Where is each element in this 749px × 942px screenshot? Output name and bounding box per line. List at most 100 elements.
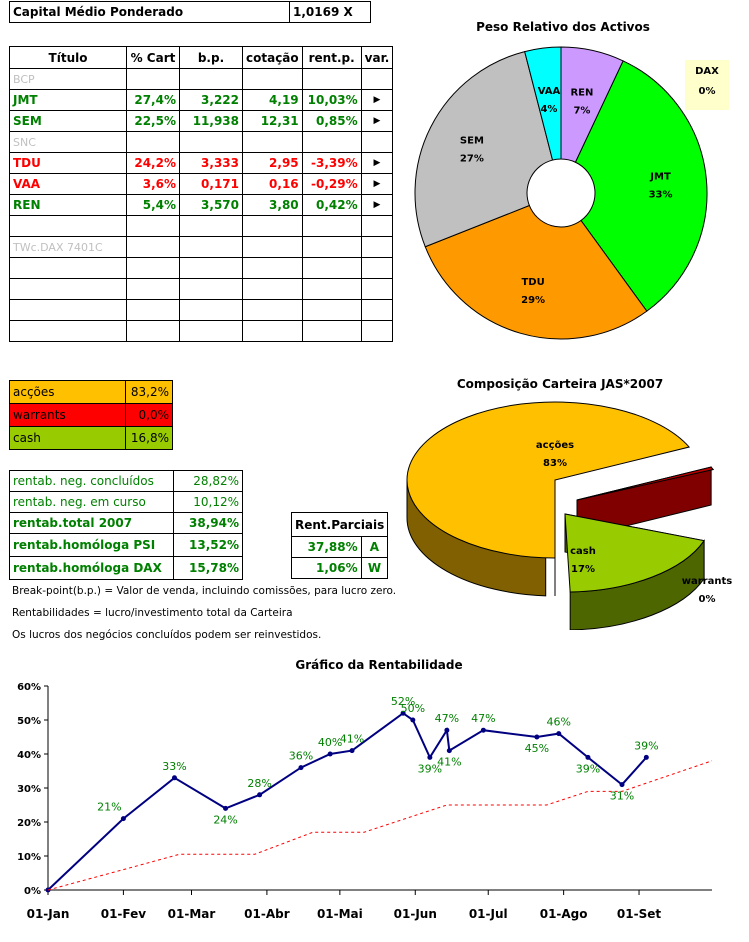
pie1-slice-label: SEM xyxy=(460,136,484,147)
portfolio-cell-titulo: BCP xyxy=(9,68,127,90)
portfolio-cell-cart xyxy=(126,257,180,279)
portfolio-cell-cart: 3,6% xyxy=(126,173,180,195)
portfolio-header-cell: b.p. xyxy=(179,46,243,69)
pie1-slice-label: REN xyxy=(570,87,593,98)
series-point-label: 47% xyxy=(435,712,459,725)
portfolio-cell-var xyxy=(360,131,394,153)
portfolio-cell-rent xyxy=(301,131,362,153)
portfolio-cell-cot xyxy=(242,278,303,300)
returns-table: rentab. neg. concluídos 28,82% rentab. neg… xyxy=(9,470,243,580)
portfolio-cell-titulo: SNC xyxy=(9,131,127,153)
portfolio-cell-titulo: TDU xyxy=(9,152,127,174)
pie1-slice-value: 33% xyxy=(649,190,673,201)
x-tick-label: 01-Ago xyxy=(540,907,588,921)
portfolio-row: SNC xyxy=(9,131,394,153)
portfolio-cell-var: ▶ xyxy=(360,89,394,111)
portfolio-cell-titulo xyxy=(9,215,127,237)
composition-label: warrants xyxy=(9,403,126,427)
returns-label: rentab. neg. concluídos xyxy=(9,470,174,492)
y-tick-label: 60% xyxy=(17,682,41,693)
portfolio-cell-cot: 2,95 xyxy=(242,152,303,174)
series-point xyxy=(446,748,452,754)
pie1-title: Peso Relativo dos Activos xyxy=(476,20,650,34)
series-point-label: 45% xyxy=(525,742,549,755)
y-tick-label: 30% xyxy=(17,784,41,795)
x-tick-label: 01-Abr xyxy=(244,907,290,921)
portfolio-cell-cart xyxy=(126,215,180,237)
capital-table: Capital Médio Ponderado 1,0169 X xyxy=(9,1,371,23)
portfolio-row xyxy=(9,299,394,321)
series-point xyxy=(643,754,649,760)
pie1-slice-value: 27% xyxy=(460,154,484,165)
portfolio-cell-rent xyxy=(301,320,362,342)
capital-label: Capital Médio Ponderado xyxy=(9,1,290,23)
series-point-label: 41% xyxy=(340,733,364,746)
portfolio-cell-bp xyxy=(179,320,243,342)
composition-value: 0,0% xyxy=(125,403,173,427)
portfolio-cell-var: ▶ xyxy=(360,110,394,132)
note-lucros: Os lucros dos negócios concluídos podem … xyxy=(12,629,322,641)
series-point-label: 36% xyxy=(289,750,313,763)
pie1-slice-label: VAA xyxy=(538,86,561,97)
composition-label: acções xyxy=(9,380,126,404)
composition-label: cash xyxy=(9,426,126,450)
series-point-label: 28% xyxy=(247,777,271,790)
partial-code: W xyxy=(360,557,389,579)
portfolio-cell-cot: 0,16 xyxy=(242,173,303,195)
series-point xyxy=(534,734,540,740)
portfolio-row: JMT 27,4% 3,222 4,19 10,03% ▶ xyxy=(9,89,394,111)
note-rentabilidades: Rentabilidades = lucro/investimento tota… xyxy=(12,607,293,619)
portfolio-cell-rent: 10,03% xyxy=(301,89,362,111)
portfolio-cell-rent: -3,39% xyxy=(301,152,362,174)
portfolio-row xyxy=(9,278,394,300)
series-point-label: 50% xyxy=(401,702,425,715)
portfolio-row: TWc.DAX 7401C xyxy=(9,236,394,258)
pie2-slice-warrants xyxy=(576,466,715,501)
portfolio-cell-cart xyxy=(126,68,180,90)
portfolio-cell-titulo: TWc.DAX 7401C xyxy=(9,236,127,258)
y-tick-label: 50% xyxy=(17,716,41,727)
pie2-slice-value: 17% xyxy=(571,564,595,575)
portfolio-cell-rent: 0,42% xyxy=(301,194,362,216)
returns-row: rentab. neg. em curso 10,12% xyxy=(9,491,243,513)
partials-header: Rent.Parciais xyxy=(290,512,389,537)
pie1-slice-tdu xyxy=(424,204,648,340)
portfolio-header-cell: Título xyxy=(9,46,127,69)
series-point xyxy=(410,717,416,723)
portfolio-cell-titulo xyxy=(9,299,127,321)
portfolio-cell-cart xyxy=(126,320,180,342)
series-point xyxy=(585,754,591,760)
portfolio-cell-var: ▶ xyxy=(360,152,394,174)
portfolio-header-cell: rent.p. xyxy=(301,46,362,69)
series-point-label: 21% xyxy=(97,801,121,814)
pie1-slice-value: 29% xyxy=(521,295,545,306)
series-point xyxy=(257,792,263,798)
composition-row: warrants 0,0% xyxy=(9,403,173,427)
portfolio-row: TDU 24,2% 3,333 2,95 -3,39% ▶ xyxy=(9,152,394,174)
portfolio-cell-var xyxy=(360,215,394,237)
returns-value: 13,52% xyxy=(173,533,243,557)
dax-legend-value: 0% xyxy=(699,86,716,97)
portfolio-cell-cart: 27,4% xyxy=(126,89,180,111)
x-tick-label: 01-Jun xyxy=(394,907,437,921)
portfolio-header-cell: % Cart xyxy=(126,46,180,69)
portfolio-cell-titulo: REN xyxy=(9,194,127,216)
returns-label: rentab.homóloga DAX xyxy=(9,556,174,580)
portfolio-cell-titulo xyxy=(9,278,127,300)
pie1-slice-label: TDU xyxy=(521,277,544,288)
portfolio-cell-bp xyxy=(179,215,243,237)
portfolio-header-row: Título% Cart b.p. cotação rent.p. var. xyxy=(9,46,394,69)
portfolio-cell-var xyxy=(360,68,394,90)
series-line-1 xyxy=(47,760,713,891)
portfolio-cell-bp xyxy=(179,299,243,321)
portfolio-cell-cot: 3,80 xyxy=(242,194,303,216)
pie2-slice-label: acções xyxy=(536,440,574,451)
series-point-label: 46% xyxy=(547,716,571,729)
portfolio-cell-cot xyxy=(242,236,303,258)
portfolio-row: BCP xyxy=(9,68,394,90)
returns-value: 15,78% xyxy=(173,556,243,580)
returns-value: 10,12% xyxy=(173,491,243,513)
pie-chart-composicao: Composição Carteira JAS*2007 acções 83% ca… xyxy=(406,377,732,630)
portfolio-cell-cot xyxy=(242,215,303,237)
portfolio-cell-rent xyxy=(301,299,362,321)
